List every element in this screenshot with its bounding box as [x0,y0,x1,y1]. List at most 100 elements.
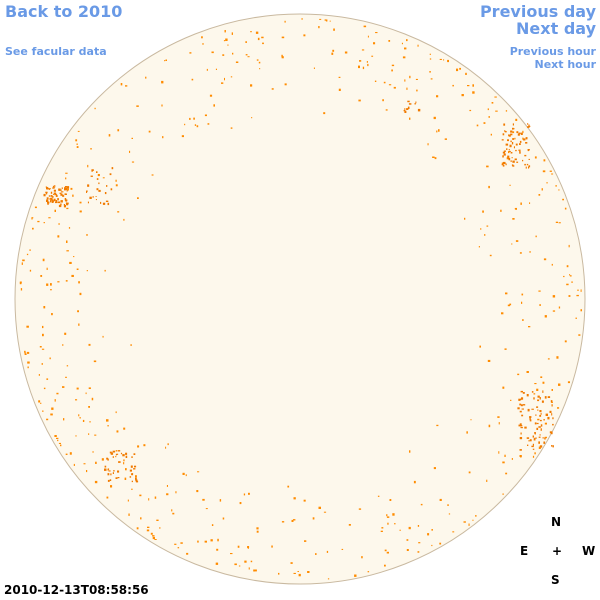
facular-spot [482,210,484,213]
facular-spot [543,441,546,444]
facular-spot [88,433,90,435]
facular-spot [50,199,53,201]
facular-spot [83,463,86,465]
facular-spot [271,545,273,548]
facular-spot [389,499,392,501]
facular-spot [552,417,554,420]
facular-spot [75,435,77,437]
compass-north-label: N [551,515,562,529]
facular-spot [65,453,68,455]
facular-spot [86,234,88,236]
facular-spot [547,358,550,360]
facular-spot [483,122,486,124]
facular-spot [69,452,72,455]
facular-spot [62,195,65,197]
facular-spot [24,350,26,353]
facular-spot [215,562,219,565]
facular-spot [247,547,249,549]
next-day-link[interactable]: Next day [516,19,596,38]
facular-spot [479,345,481,348]
facular-spot [511,458,513,460]
facular-spot [551,263,553,266]
facular-spot [68,227,71,229]
facular-spot [558,189,560,191]
facular-spot [256,527,259,530]
facular-spot [106,185,108,187]
facular-spot [503,153,506,156]
previous-day-link[interactable]: Previous day [479,2,596,21]
facular-spot [55,195,58,197]
back-to-year-link[interactable]: Back to 2010 [5,2,123,21]
facular-spot [539,410,542,413]
facular-spot [110,188,113,191]
facular-spot [528,124,530,126]
facular-spot [459,67,461,70]
facular-spot [171,509,173,512]
facular-spot [42,410,44,412]
facular-spot [367,63,369,67]
facular-spot [230,553,233,555]
facular-spot [124,477,127,480]
facular-spot [135,475,137,478]
facular-spot [521,301,523,304]
facular-spot [418,542,421,544]
facular-spot [116,430,119,433]
facular-spot [209,94,213,97]
facular-spot [79,292,82,296]
facular-spot [245,41,247,43]
facular-spot [117,470,120,473]
facular-spot [358,99,361,102]
compass-west-label: W [582,544,596,558]
facular-spot [49,188,51,190]
facular-spot [110,452,114,455]
facular-spot [66,207,69,210]
facular-spot [108,470,111,472]
facular-spot [50,289,52,291]
facular-spot [529,419,532,422]
facular-spot [505,143,509,146]
facular-spot [204,114,207,117]
facular-spot [125,455,128,458]
facular-spot [323,511,327,513]
facular-spot [539,419,542,422]
see-facular-data-link[interactable]: See facular data [5,45,107,58]
facular-spot [135,479,138,482]
facular-spot [110,485,113,488]
facular-spot [66,240,68,243]
facular-spot [211,51,214,54]
facular-spot [512,131,515,134]
facular-spot [202,43,204,45]
facular-spot [539,414,542,417]
facular-spot [133,468,136,470]
facular-spot [529,251,531,253]
facular-spot [514,158,517,161]
facular-spot [539,445,543,448]
facular-spot [367,571,370,573]
facular-spot [293,519,296,521]
facular-spot [73,463,75,466]
facular-spot [26,325,29,328]
facular-spot [50,283,52,286]
facular-spot [519,403,522,406]
facular-spot [125,468,127,471]
facular-spot [112,450,116,453]
facular-spot [523,138,526,141]
next-hour-link[interactable]: Next hour [534,58,597,71]
facular-spot [76,387,79,390]
facular-spot [57,235,60,238]
facular-spot [489,254,492,257]
facular-spot [566,283,569,286]
facular-spot [76,143,78,145]
facular-spot [207,123,210,125]
facular-spot [64,188,67,191]
facular-spot [484,234,486,236]
facular-spot [131,161,135,163]
facular-spot [522,159,524,162]
facular-spot [520,432,522,435]
facular-spot [536,406,539,408]
facular-spot [436,95,439,98]
facular-spot [180,542,183,544]
facular-spot [53,192,57,195]
previous-hour-link[interactable]: Previous hour [509,45,596,58]
facular-spot [521,414,524,417]
